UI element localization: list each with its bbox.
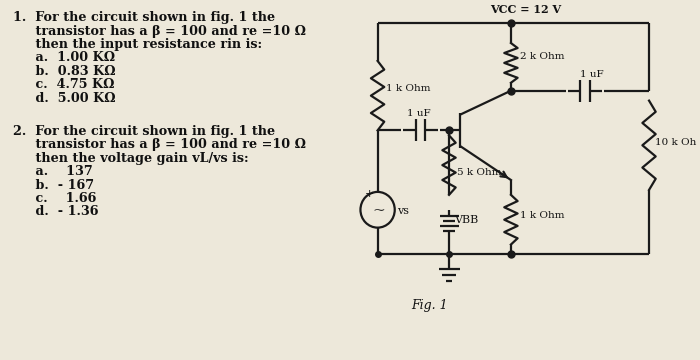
Text: a.    137: a. 137 [13, 165, 92, 178]
Text: then the input resistance rin is:: then the input resistance rin is: [13, 38, 262, 51]
Text: ~: ~ [373, 204, 386, 218]
Text: then the voltage gain vL/vs is:: then the voltage gain vL/vs is: [13, 152, 248, 165]
Text: 1 k Ohm: 1 k Ohm [519, 211, 564, 220]
Text: c.  4.75 KΩ: c. 4.75 KΩ [13, 78, 114, 91]
Text: a.  1.00 KΩ: a. 1.00 KΩ [13, 51, 115, 64]
Text: 5 k Ohm: 5 k Ohm [456, 168, 501, 177]
Text: transistor has a β = 100 and re =10 Ω: transistor has a β = 100 and re =10 Ω [13, 139, 306, 152]
Text: transistor has a β = 100 and re =10 Ω: transistor has a β = 100 and re =10 Ω [13, 24, 306, 38]
Text: +: + [365, 189, 375, 199]
Text: VBB: VBB [454, 215, 478, 225]
Text: 1 uF: 1 uF [580, 70, 603, 79]
Text: Fig. 1: Fig. 1 [411, 299, 447, 312]
Text: b.  0.83 KΩ: b. 0.83 KΩ [13, 65, 116, 78]
Text: vs: vs [397, 206, 409, 216]
Text: 1 k Ohm: 1 k Ohm [386, 84, 430, 93]
Text: d.  - 1.36: d. - 1.36 [13, 206, 98, 219]
Text: c.    1.66: c. 1.66 [13, 192, 96, 205]
Text: 1 uF: 1 uF [407, 109, 430, 118]
Text: 2.  For the circuit shown in fig. 1 the: 2. For the circuit shown in fig. 1 the [13, 125, 275, 138]
Text: b.  - 167: b. - 167 [13, 179, 94, 192]
Text: d.  5.00 KΩ: d. 5.00 KΩ [13, 91, 116, 105]
Text: 2 k Ohm: 2 k Ohm [519, 52, 564, 61]
Text: 10 k Oh: 10 k Oh [654, 138, 696, 147]
Text: VCC = 12 V: VCC = 12 V [490, 4, 561, 15]
Text: 1.  For the circuit shown in fig. 1 the: 1. For the circuit shown in fig. 1 the [13, 11, 275, 24]
